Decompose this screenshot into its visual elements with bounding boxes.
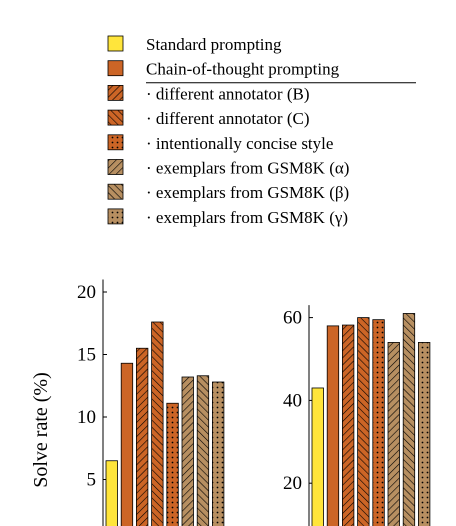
legend-label: · exemplars from GSM8K (γ): [146, 208, 348, 227]
legend-item: · intentionally concise style: [107, 134, 333, 153]
y-tick-label: 15: [77, 345, 96, 366]
legend-swatch: [107, 60, 124, 77]
y-tick-label: 20: [77, 282, 96, 303]
bar-5: [166, 402, 179, 526]
bar-7: [402, 313, 416, 526]
legend-label: · exemplars from GSM8K (β): [146, 183, 349, 202]
legend-swatch: [107, 208, 124, 225]
bar-6: [387, 342, 400, 526]
legend-label: · exemplars from GSM8K (α): [146, 159, 349, 178]
legend-label: Standard prompting: [146, 35, 282, 54]
bar-8: [417, 342, 431, 526]
legend-item: · exemplars from GSM8K (β): [107, 183, 349, 202]
legend-swatch: [107, 109, 124, 126]
chart-panel-right: 20 40 60: [283, 305, 431, 526]
legend-swatch: [107, 134, 124, 151]
legend-swatch: [107, 183, 124, 200]
legend-item: · exemplars from GSM8K (γ): [107, 208, 348, 227]
bar-6: [181, 376, 194, 526]
bar-4: [151, 321, 164, 526]
bar-2: [120, 362, 134, 526]
legend-item: Standard prompting: [107, 35, 282, 54]
bar-1: [105, 460, 118, 526]
legend-item: Chain-of-thought prompting: [107, 60, 416, 84]
y-tick-label: 20: [283, 473, 302, 494]
legend-swatch: [107, 35, 124, 52]
legend-label: · intentionally concise style: [146, 134, 333, 153]
bar-3: [135, 347, 149, 526]
y-axis-title: Solve rate (%): [30, 372, 52, 488]
bar-2: [326, 325, 340, 526]
bar-5: [372, 319, 385, 526]
legend: Standard prompting Chain-of-thought promp…: [107, 35, 416, 227]
y-tick-label: 5: [87, 470, 97, 491]
legend-label: · different annotator (B): [146, 84, 309, 103]
legend-item: · exemplars from GSM8K (α): [107, 159, 349, 178]
bar-7: [196, 375, 210, 526]
legend-swatch: [107, 85, 124, 101]
bar-8: [211, 381, 225, 526]
legend-item: · different annotator (C): [107, 109, 309, 128]
y-tick-label: 60: [283, 308, 302, 329]
chart-panel-left: 5 10 15 20: [77, 279, 225, 526]
bar-4: [357, 317, 370, 526]
legend-item: · different annotator (B): [107, 84, 309, 103]
y-tick-label: 40: [283, 390, 302, 411]
bar-1: [311, 387, 324, 526]
y-tick-label: 10: [77, 407, 96, 428]
legend-label: Chain-of-thought prompting: [146, 60, 340, 79]
bar-3: [341, 324, 355, 526]
legend-label: · different annotator (C): [146, 109, 309, 128]
legend-swatch: [107, 159, 124, 175]
